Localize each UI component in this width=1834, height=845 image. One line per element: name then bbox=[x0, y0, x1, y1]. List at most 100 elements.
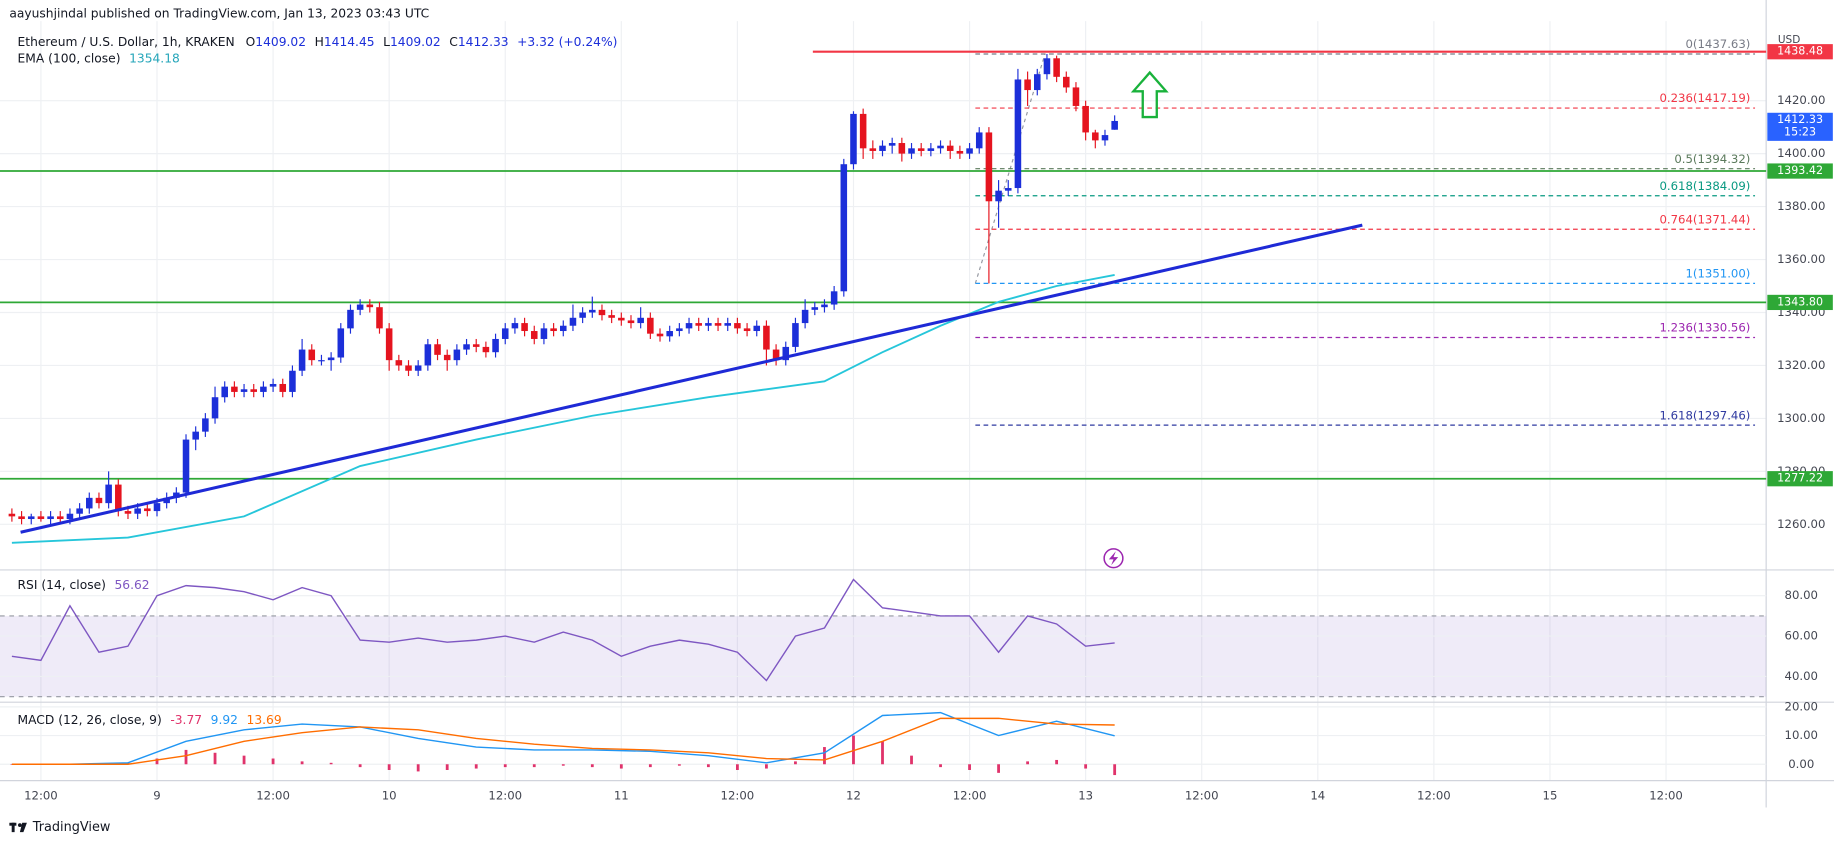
macd-histogram-bar bbox=[474, 764, 478, 769]
candle-body bbox=[366, 304, 374, 308]
candle-body bbox=[86, 497, 93, 509]
candle-body bbox=[811, 307, 819, 310]
macd-histogram-bar bbox=[184, 749, 188, 765]
candle-body bbox=[424, 344, 432, 366]
candle-body bbox=[772, 349, 780, 361]
candle-body bbox=[211, 397, 219, 419]
candle-body bbox=[27, 516, 35, 520]
macd-histogram-bar bbox=[242, 755, 246, 765]
event-icon bbox=[1103, 548, 1124, 569]
candle-body bbox=[589, 309, 596, 313]
candle-body bbox=[579, 312, 586, 318]
x-tick-label: 15 bbox=[1543, 788, 1558, 802]
rsi-value: 56.62 bbox=[115, 578, 150, 592]
logo-part bbox=[18, 823, 22, 827]
candle-body bbox=[511, 323, 519, 329]
candle-body bbox=[95, 497, 103, 504]
y-tick-label: 1400.00 bbox=[1777, 146, 1825, 160]
x-tick-label: 10 bbox=[382, 788, 397, 802]
y-tick-label: 10.00 bbox=[1785, 728, 1818, 742]
x-tick-label: 9 bbox=[153, 788, 160, 802]
fib-label: 0.618(1384.09) bbox=[1659, 179, 1750, 193]
x-tick-label: 12:00 bbox=[1417, 788, 1451, 802]
y-tick-label: 1320.00 bbox=[1777, 358, 1825, 372]
candle-body bbox=[569, 317, 577, 326]
candle-body bbox=[482, 346, 490, 353]
candle-body bbox=[56, 516, 64, 520]
candle-body bbox=[618, 317, 625, 321]
macd-histogram-bar bbox=[910, 755, 913, 765]
x-tick-label: 12 bbox=[846, 788, 861, 802]
candle-body bbox=[76, 508, 83, 514]
y-tick-label: 1300.00 bbox=[1777, 411, 1825, 425]
y-tick-label: 60.00 bbox=[1785, 629, 1818, 643]
signal-value: 13.69 bbox=[247, 712, 282, 726]
candle-body bbox=[318, 360, 325, 362]
candle-body bbox=[18, 516, 25, 520]
ohlc-prefix: O bbox=[246, 35, 256, 49]
candle-body bbox=[753, 325, 761, 332]
candle-body bbox=[1063, 76, 1070, 88]
macd-histogram-bar bbox=[416, 764, 420, 772]
ohlc-value: 1414.45 bbox=[324, 35, 375, 49]
macd-histogram-bar bbox=[387, 764, 391, 770]
symbol-header: Ethereum / U.S. Dollar, 1h, KRAKEN O1409… bbox=[18, 35, 618, 49]
candle-body bbox=[821, 304, 828, 308]
candle-body bbox=[879, 145, 886, 151]
level-price-label: 1277.22 bbox=[1777, 472, 1823, 485]
candle-body bbox=[705, 323, 712, 326]
ohlc-prefix: L bbox=[383, 35, 390, 49]
level-price-box bbox=[1767, 294, 1833, 311]
candle-body bbox=[279, 383, 287, 392]
x-tick-label: 12:00 bbox=[256, 788, 290, 802]
candle-body bbox=[289, 370, 296, 392]
candle-body bbox=[830, 291, 838, 305]
macd-histogram-bar bbox=[271, 758, 275, 765]
macd-histogram-bar bbox=[300, 761, 304, 765]
candle-body bbox=[888, 143, 896, 146]
candle-body bbox=[859, 113, 867, 149]
macd-histogram-bar bbox=[1055, 759, 1059, 765]
candle-body bbox=[347, 309, 354, 329]
candle-body bbox=[8, 513, 16, 517]
y-tick-label: 1420.00 bbox=[1777, 93, 1825, 107]
candle-body bbox=[221, 386, 228, 398]
candle-body bbox=[434, 344, 441, 355]
ohlc-value: 1409.02 bbox=[255, 35, 306, 49]
up-arrow bbox=[1130, 70, 1169, 119]
rsi-band bbox=[0, 615, 1767, 697]
macd-histogram-bar bbox=[503, 764, 507, 768]
candle-body bbox=[260, 386, 267, 392]
macd-series-line bbox=[11, 711, 1115, 765]
fib-label: 0.764(1371.44) bbox=[1659, 212, 1750, 226]
level-price-label: 1393.42 bbox=[1777, 164, 1823, 177]
candle-body bbox=[521, 323, 528, 332]
candle-body bbox=[124, 511, 132, 514]
x-tick-label: 14 bbox=[1310, 788, 1325, 802]
candle-body bbox=[550, 328, 557, 332]
rsi-line bbox=[11, 578, 1115, 682]
candle-body bbox=[308, 349, 316, 361]
macd-histogram-bar bbox=[619, 764, 623, 769]
publisher-line: aayushjindal published on TradingView.co… bbox=[9, 7, 429, 21]
rsi-name: RSI (14, close) bbox=[18, 578, 106, 592]
candle-body bbox=[627, 320, 635, 324]
macd-histogram-bar bbox=[677, 764, 681, 766]
macd-histogram-bar bbox=[735, 764, 739, 770]
countdown-label: 15:23 bbox=[1784, 126, 1816, 139]
x-tick-label: 12:00 bbox=[953, 788, 987, 802]
candle-body bbox=[917, 148, 925, 151]
macd-header: MACD (12, 26, close, 9) -3.77 9.92 13.69 bbox=[18, 712, 282, 726]
candle-body bbox=[192, 431, 199, 440]
candle-body bbox=[898, 143, 906, 154]
y-tick-label: 1260.00 bbox=[1777, 517, 1825, 531]
candle-body bbox=[298, 349, 306, 371]
candle-body bbox=[792, 323, 799, 347]
candle-body bbox=[937, 145, 944, 149]
candle-body bbox=[1101, 135, 1109, 141]
candle-body bbox=[405, 365, 412, 371]
fib-label: 1.618(1297.46) bbox=[1659, 408, 1750, 422]
candle-body bbox=[1092, 132, 1099, 141]
